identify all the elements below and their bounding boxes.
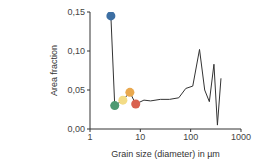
svg-text:Area fraction: Area fraction [49,45,59,96]
svg-text:10: 10 [135,132,145,142]
svg-text:Grain size (diameter) in µm: Grain size (diameter) in µm [111,149,220,159]
svg-text:0,10: 0,10 [67,46,85,56]
svg-text:0,00: 0,00 [67,124,85,134]
svg-text:0,05: 0,05 [67,85,85,95]
svg-text:1000: 1000 [231,132,251,142]
svg-text:0,15: 0,15 [67,7,85,17]
svg-text:100: 100 [183,132,198,142]
svg-text:1: 1 [87,132,92,142]
